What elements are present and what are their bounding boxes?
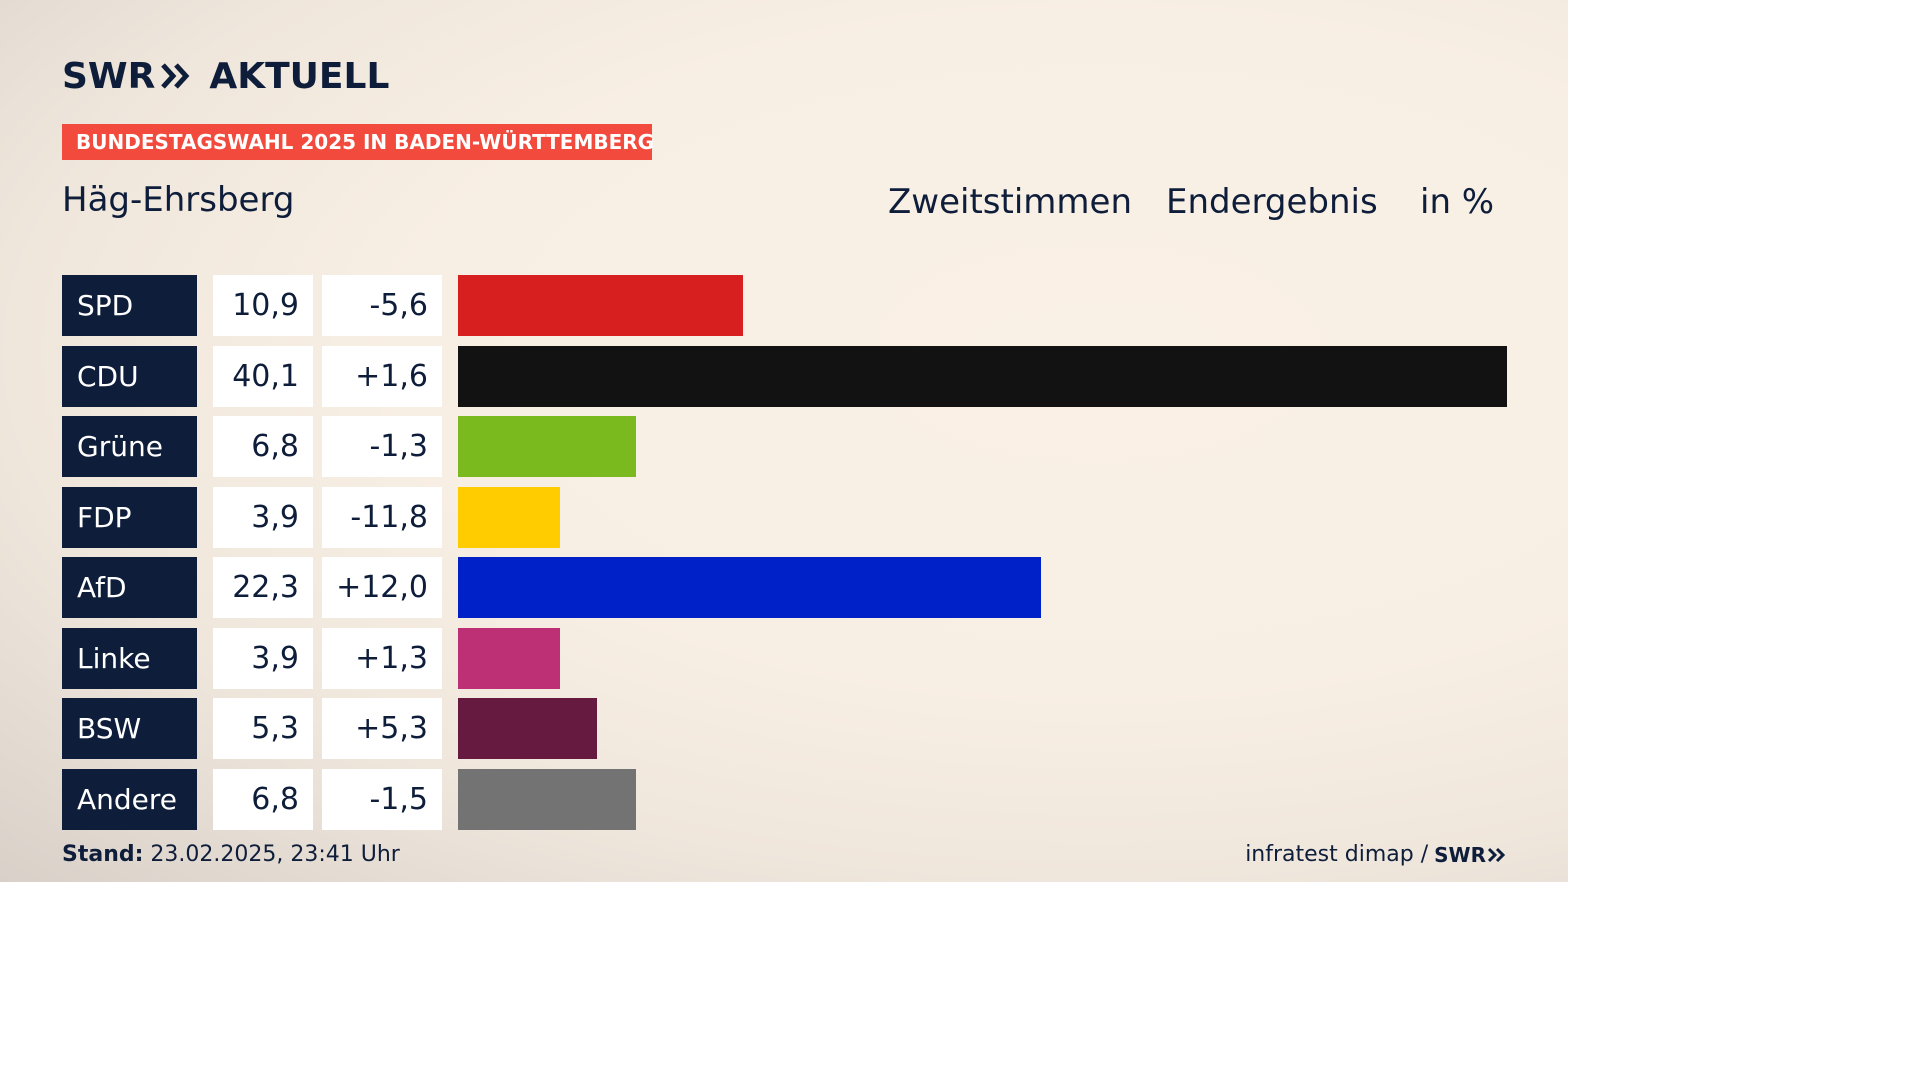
logo-swr-text: SWR <box>62 55 156 97</box>
source-swr-logo: SWR <box>1434 843 1506 867</box>
bar <box>458 345 1507 407</box>
change-label: +5,3 <box>322 698 442 759</box>
change-label: +1,3 <box>322 627 442 689</box>
bar <box>458 627 561 689</box>
change-label: -11,8 <box>322 486 442 548</box>
source-swr-text: SWR <box>1434 842 1486 867</box>
source-footer: infratest dimap / SWR <box>1245 842 1506 867</box>
party-label: CDU <box>62 345 197 407</box>
election-banner: BUNDESTAGSWAHL 2025 IN BADEN-WÜRTTEMBERG <box>62 124 654 160</box>
timestamp-footer: Stand: 23.02.2025, 23:41 Uhr <box>62 842 400 867</box>
change-label: -1,5 <box>322 768 442 830</box>
bar <box>458 416 636 477</box>
bar <box>458 557 1042 618</box>
region-title: Häg-Ehrsberg <box>62 180 295 220</box>
change-label: -5,6 <box>322 275 442 336</box>
vote-share-label: 40,1 <box>213 345 313 407</box>
stand-label: Stand: <box>62 842 144 867</box>
graphic-card: SWR AKTUELL BUNDESTAGSWAHL 2025 IN BADEN… <box>0 0 1568 882</box>
vote-share-label: 5,3 <box>213 698 313 759</box>
party-label: AfD <box>62 557 197 618</box>
bar <box>458 486 561 548</box>
party-label: BSW <box>62 698 197 759</box>
logo-aktuell-text: AKTUELL <box>209 55 390 97</box>
vote-share-label: 22,3 <box>213 557 313 618</box>
change-label: -1,3 <box>322 416 442 477</box>
stand-value: 23.02.2025, 23:41 Uhr <box>150 842 400 867</box>
unit-header: in % <box>1420 182 1495 222</box>
source-text: infratest dimap / <box>1245 842 1429 867</box>
change-label: +1,6 <box>322 345 442 407</box>
vote-share-label: 6,8 <box>213 416 313 477</box>
vote-share-label: 10,9 <box>213 275 313 336</box>
party-label: Linke <box>62 627 197 689</box>
change-label: +12,0 <box>322 557 442 618</box>
party-label: FDP <box>62 486 197 548</box>
bar <box>458 768 636 830</box>
result-type-header: Endergebnis <box>1166 182 1378 222</box>
party-label: Andere <box>62 768 197 830</box>
vote-type-header: Zweitstimmen <box>888 182 1132 222</box>
vote-share-label: 3,9 <box>213 486 313 548</box>
chevron-double-right-icon <box>1488 847 1506 862</box>
party-label: Grüne <box>62 416 197 477</box>
swr-aktuell-logo: SWR AKTUELL <box>62 55 390 97</box>
party-label: SPD <box>62 275 197 336</box>
chevron-double-right-icon <box>161 62 191 90</box>
vote-share-label: 6,8 <box>213 768 313 830</box>
bar <box>458 275 744 336</box>
bar <box>458 698 597 759</box>
vote-share-label: 3,9 <box>213 627 313 689</box>
